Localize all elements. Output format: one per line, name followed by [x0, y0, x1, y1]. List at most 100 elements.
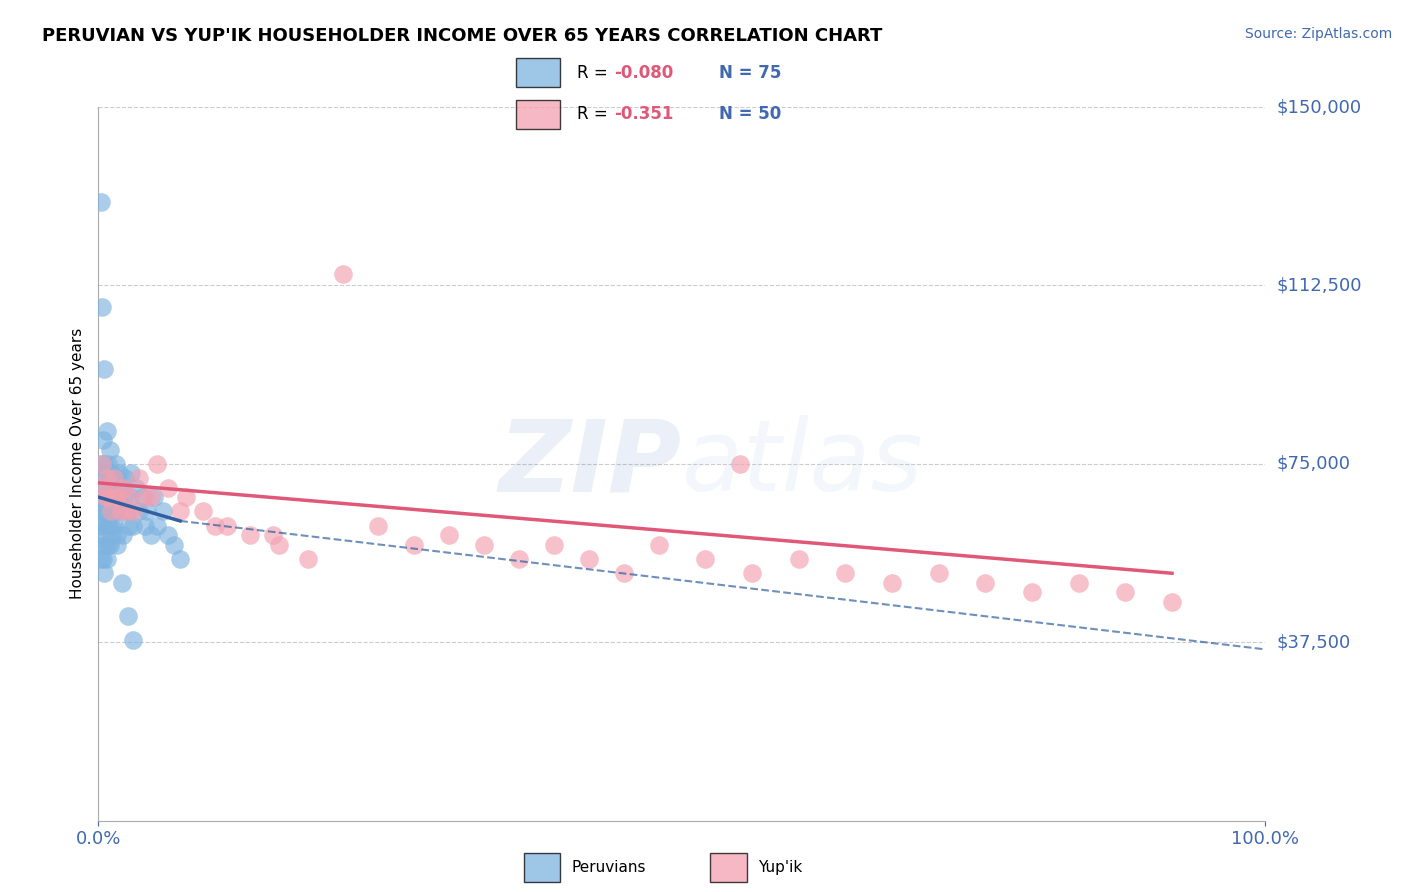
Point: [1067, 575, 1090, 590]
Point: [215, 518, 238, 533]
Text: $150,000: $150,000: [1277, 98, 1361, 116]
Text: Yup'ik: Yup'ik: [758, 860, 801, 875]
Point: [98, 442, 121, 457]
Text: -0.351: -0.351: [614, 105, 673, 123]
Point: [204, 518, 226, 533]
Point: [402, 538, 425, 552]
Point: [118, 490, 141, 504]
Point: [262, 528, 284, 542]
Point: [114, 471, 136, 485]
Point: [90, 457, 112, 471]
Point: [122, 504, 145, 518]
Point: [612, 566, 634, 581]
Point: [97, 471, 120, 485]
Point: [90, 490, 112, 504]
Point: [105, 538, 128, 552]
Point: [134, 490, 156, 504]
Point: [1021, 585, 1043, 599]
Point: [96, 424, 118, 438]
Point: [100, 518, 122, 533]
Point: [118, 490, 141, 504]
Point: [97, 538, 120, 552]
Point: [332, 267, 354, 281]
Point: [94, 538, 117, 552]
Point: [93, 490, 115, 504]
Point: [117, 609, 139, 624]
Point: [94, 504, 117, 518]
Point: [508, 552, 530, 566]
Point: [122, 632, 145, 647]
Point: [91, 552, 114, 566]
Point: [647, 538, 669, 552]
Point: [90, 471, 112, 485]
Point: [98, 490, 121, 504]
Point: [169, 504, 191, 518]
Point: [437, 528, 460, 542]
Point: [163, 538, 186, 552]
Point: [97, 518, 120, 533]
Point: [367, 518, 389, 533]
Point: [96, 471, 118, 485]
Text: N = 75: N = 75: [718, 64, 782, 82]
Point: [974, 575, 997, 590]
Point: [139, 490, 162, 504]
FancyBboxPatch shape: [516, 58, 560, 87]
Point: [117, 504, 139, 518]
Y-axis label: Householder Income Over 65 years: Householder Income Over 65 years: [69, 328, 84, 599]
Point: [472, 538, 495, 552]
Point: [146, 518, 169, 533]
Point: [120, 467, 142, 481]
Point: [97, 467, 120, 481]
Point: [90, 504, 112, 518]
Point: [169, 552, 191, 566]
Point: [1161, 595, 1184, 609]
FancyBboxPatch shape: [710, 854, 747, 881]
Point: [104, 490, 127, 504]
Point: [834, 566, 856, 581]
Point: [117, 504, 139, 518]
Text: $37,500: $37,500: [1277, 633, 1351, 651]
Point: [111, 481, 134, 495]
Point: [543, 538, 565, 552]
Point: [90, 552, 112, 566]
Point: [90, 300, 112, 314]
Point: [105, 528, 128, 542]
Point: [103, 518, 125, 533]
Point: [143, 490, 166, 504]
Point: [157, 481, 180, 495]
Point: [112, 490, 135, 504]
Point: [93, 566, 115, 581]
Point: [96, 518, 118, 533]
Point: [98, 538, 121, 552]
Point: [239, 528, 262, 542]
Point: [139, 528, 162, 542]
Point: [193, 504, 215, 518]
Point: [101, 504, 124, 518]
Point: [118, 518, 141, 533]
Point: [93, 528, 115, 542]
Point: [107, 490, 129, 504]
Point: [94, 467, 117, 481]
Text: Source: ZipAtlas.com: Source: ZipAtlas.com: [1244, 27, 1392, 41]
Point: [90, 538, 112, 552]
Point: [880, 575, 903, 590]
Point: [741, 566, 763, 581]
Point: [103, 471, 125, 485]
Point: [110, 504, 132, 518]
Text: N = 50: N = 50: [718, 105, 780, 123]
Point: [157, 528, 180, 542]
Point: [90, 195, 112, 210]
Point: [125, 481, 148, 495]
Point: [269, 538, 291, 552]
Point: [152, 504, 174, 518]
Point: [104, 457, 127, 471]
Point: [105, 471, 128, 485]
Point: [101, 528, 124, 542]
FancyBboxPatch shape: [524, 854, 561, 881]
Point: [91, 518, 114, 533]
Text: PERUVIAN VS YUP'IK HOUSEHOLDER INCOME OVER 65 YEARS CORRELATION CHART: PERUVIAN VS YUP'IK HOUSEHOLDER INCOME OV…: [42, 27, 883, 45]
Text: R =: R =: [576, 105, 613, 123]
Point: [105, 490, 128, 504]
Point: [89, 518, 111, 533]
Text: R =: R =: [576, 64, 613, 82]
